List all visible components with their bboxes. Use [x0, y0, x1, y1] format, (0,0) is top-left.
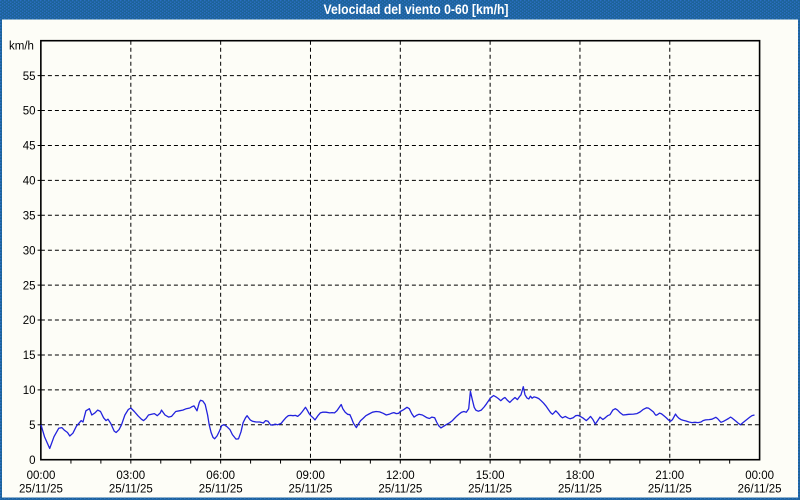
svg-text:00:00: 00:00: [745, 470, 774, 482]
svg-text:km/h: km/h: [9, 41, 34, 53]
svg-text:03:00: 03:00: [116, 470, 145, 482]
svg-text:10: 10: [23, 385, 36, 397]
svg-text:25/11/25: 25/11/25: [19, 484, 63, 496]
svg-text:25/11/25: 25/11/25: [378, 484, 422, 496]
svg-text:45: 45: [23, 141, 36, 153]
svg-text:35: 35: [23, 211, 36, 223]
svg-text:0: 0: [29, 455, 35, 467]
svg-text:25/11/25: 25/11/25: [199, 484, 243, 496]
svg-text:25/11/25: 25/11/25: [468, 484, 512, 496]
svg-text:25/11/25: 25/11/25: [648, 484, 692, 496]
svg-text:25: 25: [23, 280, 36, 292]
svg-text:40: 40: [23, 176, 36, 188]
svg-text:25/11/25: 25/11/25: [558, 484, 602, 496]
svg-text:15: 15: [23, 350, 36, 362]
svg-text:30: 30: [23, 245, 36, 257]
svg-text:00:00: 00:00: [27, 470, 56, 482]
svg-text:25/11/25: 25/11/25: [289, 484, 333, 496]
svg-text:21:00: 21:00: [655, 470, 684, 482]
svg-text:26/11/25: 26/11/25: [738, 484, 782, 496]
svg-text:15:00: 15:00: [476, 470, 505, 482]
svg-text:Velocidad del viento 0-60 [km/: Velocidad del viento 0-60 [km/h]: [324, 2, 509, 17]
svg-text:12:00: 12:00: [386, 470, 415, 482]
svg-text:09:00: 09:00: [296, 470, 325, 482]
svg-text:50: 50: [23, 106, 36, 118]
svg-text:5: 5: [29, 420, 35, 432]
svg-text:18:00: 18:00: [566, 470, 595, 482]
svg-text:20: 20: [23, 315, 36, 327]
svg-text:55: 55: [23, 71, 36, 83]
svg-text:06:00: 06:00: [206, 470, 235, 482]
svg-text:25/11/25: 25/11/25: [109, 484, 153, 496]
